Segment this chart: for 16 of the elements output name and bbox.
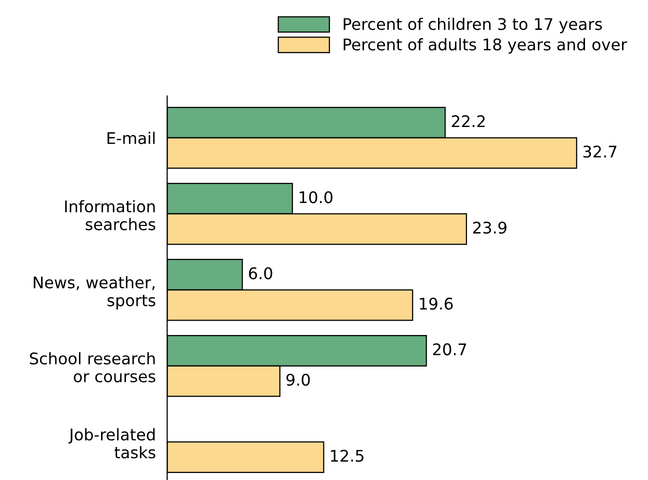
y-tick-label: School research or courses bbox=[30, 352, 156, 382]
data-label: 20.7 bbox=[433, 343, 466, 356]
data-label: 23.9 bbox=[473, 222, 506, 234]
y-tick-label: Information searches bbox=[65, 200, 156, 230]
legend-label: Percent of adults 18 years and over bbox=[344, 38, 628, 54]
y-tick-label: E-mail bbox=[108, 132, 155, 144]
data-label: 19.6 bbox=[420, 298, 453, 310]
data-label: 6.0 bbox=[248, 267, 272, 280]
data-label: 10.0 bbox=[300, 191, 332, 204]
legend-label: Percent of children 3 to 17 years bbox=[344, 18, 602, 34]
data-label: 32.7 bbox=[583, 146, 616, 158]
data-label: 9.0 bbox=[286, 374, 310, 386]
y-tick-label: News, weather, sports bbox=[34, 276, 156, 310]
data-label: 22.2 bbox=[452, 115, 485, 128]
y-tick-label: Job-related tasks bbox=[68, 428, 156, 458]
data-label: 12.5 bbox=[331, 450, 364, 462]
